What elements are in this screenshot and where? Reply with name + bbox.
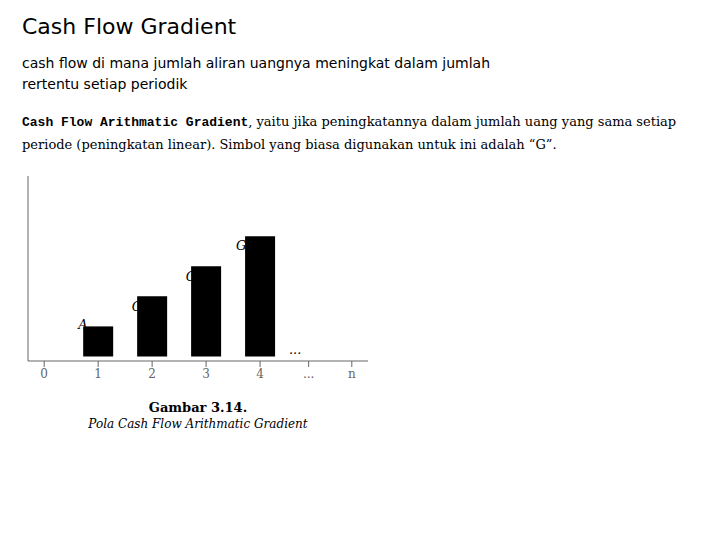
svg-text:G: G — [186, 270, 196, 285]
svg-text:0: 0 — [40, 367, 48, 381]
html-text:Pola Cash Flow Arithmatic Grad: Pola Cash Flow Arithmatic Gradient — [88, 417, 308, 432]
svg-text:G: G — [236, 238, 246, 253]
html-text:Cash Flow Gradient: Cash Flow Gradient — [22, 14, 237, 39]
svg-text:A: A — [77, 317, 87, 332]
html-text:Cash Flow Arithmatic Gradient,: Cash Flow Arithmatic Gradient, yaitu jik… — [22, 114, 677, 153]
svg-text:1: 1 — [94, 367, 102, 381]
svg-text:...: ... — [289, 342, 301, 357]
svg-text:3: 3 — [202, 367, 210, 381]
svg-text:4: 4 — [256, 367, 264, 381]
html-text:Gambar 3.14.: Gambar 3.14. — [148, 400, 248, 416]
svg-text:...: ... — [303, 367, 314, 381]
svg-text:n: n — [348, 367, 356, 381]
svg-text:G: G — [132, 300, 142, 315]
html-text:cash flow di mana jumlah alira: cash flow di mana jumlah aliran uangnya … — [22, 55, 491, 92]
svg-text:2: 2 — [148, 367, 156, 381]
